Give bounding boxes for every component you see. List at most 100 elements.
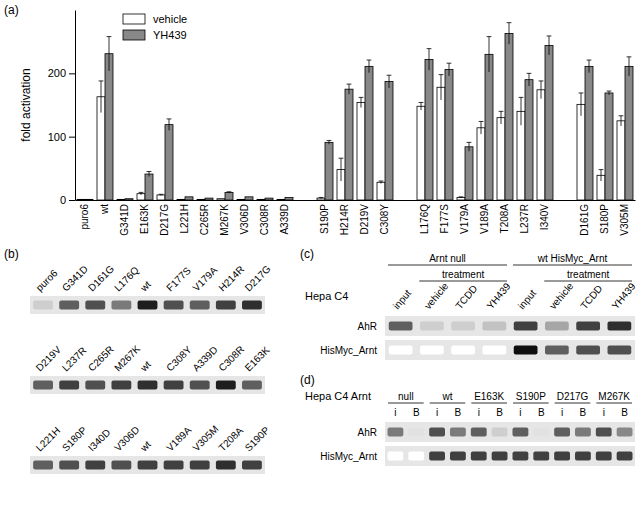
x-tick-label: T208A <box>499 204 510 234</box>
gel-band <box>420 346 444 355</box>
error-cap <box>459 196 464 197</box>
lane-label: C308R <box>216 344 246 374</box>
error-bar <box>421 102 422 110</box>
bar <box>277 199 285 200</box>
lane-label: E163K <box>243 344 272 373</box>
x-tick: C308Y <box>379 204 390 235</box>
bar <box>505 33 513 200</box>
error-bar <box>149 172 150 177</box>
gel-band <box>388 452 404 461</box>
lane-label: S180P <box>60 424 89 453</box>
gel-band <box>483 346 507 355</box>
x-tick-label: wt <box>99 204 110 215</box>
group-label: wt <box>442 391 453 402</box>
x-tick: wt <box>99 204 110 215</box>
x-tick-label: S180P <box>599 204 610 234</box>
x-tick: D217G <box>159 204 170 236</box>
gel-band <box>492 428 508 437</box>
gel-band <box>242 301 262 310</box>
panel-2: (d)Hepa C4 ArntnulliBwtiBE163KiBS190PiBD… <box>300 373 635 466</box>
gel-band <box>513 428 529 437</box>
panel-label: (d) <box>300 373 315 387</box>
gel-band <box>429 452 445 461</box>
y-tick-label: 100 <box>48 131 66 143</box>
gel-band <box>545 322 569 331</box>
x-tick: L237R <box>519 204 530 233</box>
gel-band <box>451 346 475 355</box>
lane-label: V306D <box>112 424 141 453</box>
gel-band <box>533 452 549 461</box>
gel-band <box>111 381 131 390</box>
group-label: wt HisMyc_Arnt <box>537 253 608 264</box>
gel-band <box>388 428 404 437</box>
lane-label: D217G <box>243 263 273 293</box>
x-axis-line <box>76 200 636 201</box>
error-bar <box>469 142 470 151</box>
bar <box>545 45 553 200</box>
error-bar <box>541 81 542 99</box>
series <box>85 23 633 200</box>
error-bar <box>441 75 442 100</box>
bar <box>617 121 625 200</box>
bar <box>105 54 113 200</box>
lane-label: YH439 <box>484 280 512 311</box>
bar <box>485 54 493 200</box>
x-tick: puro6 <box>79 204 90 230</box>
error-bar <box>549 36 550 55</box>
error-bar <box>609 91 610 95</box>
bar <box>117 199 125 200</box>
error-cap <box>619 115 624 116</box>
group-bracket <box>419 281 507 282</box>
x-tick: C308R <box>259 204 270 235</box>
gel-band <box>33 461 53 470</box>
legend-swatch <box>123 14 145 24</box>
error-bar <box>349 84 350 94</box>
x-tick-label: D219V <box>359 204 370 235</box>
lane-label: G341D <box>60 263 90 293</box>
lane-label: V305M <box>190 423 220 453</box>
bar <box>265 198 273 200</box>
error-cap <box>507 22 512 23</box>
error-cap <box>147 171 152 172</box>
gel-band <box>138 301 158 310</box>
group-bracket <box>596 403 632 404</box>
error-bar <box>341 158 342 181</box>
group-bracket <box>555 403 591 404</box>
bar <box>345 89 353 200</box>
figure: (a)0100200fold activationpuro6wtG341DE16… <box>0 0 640 510</box>
x-tick: V306D <box>239 204 250 235</box>
bar <box>577 104 585 200</box>
x-tick: G341D <box>119 204 130 236</box>
error-cap <box>599 169 604 170</box>
group-bracket <box>388 403 424 404</box>
bar <box>585 66 593 200</box>
x-tick: S190P <box>319 204 330 234</box>
panel-label: (b) <box>4 247 19 261</box>
gel-band <box>33 301 53 310</box>
y-tick: 0 <box>60 194 75 206</box>
gel-band <box>190 381 210 390</box>
x-tick: L176Q <box>419 204 430 234</box>
gel-strip <box>30 456 265 474</box>
lane-label: T208A <box>216 425 245 454</box>
panel-label: (c) <box>300 247 314 261</box>
x-tick-label: L237R <box>519 204 530 233</box>
error-bar <box>361 97 362 107</box>
lane-label: V189A <box>164 424 193 453</box>
gel-band <box>389 322 413 331</box>
error-cap <box>427 48 432 49</box>
error-bar <box>581 93 582 116</box>
error-cap <box>487 36 492 37</box>
row-label: HisMyc_Arnt <box>320 451 377 462</box>
x-tick-label: D161G <box>579 204 590 236</box>
gel-band <box>471 452 487 461</box>
gel-band <box>576 346 600 355</box>
bar <box>257 199 265 200</box>
lane-label: B <box>413 407 420 418</box>
error-bar <box>101 81 102 113</box>
bar <box>237 199 245 200</box>
bar <box>285 197 293 200</box>
lane-label: B <box>455 407 462 418</box>
x-tick: T208A <box>499 204 510 234</box>
bar <box>145 174 153 200</box>
